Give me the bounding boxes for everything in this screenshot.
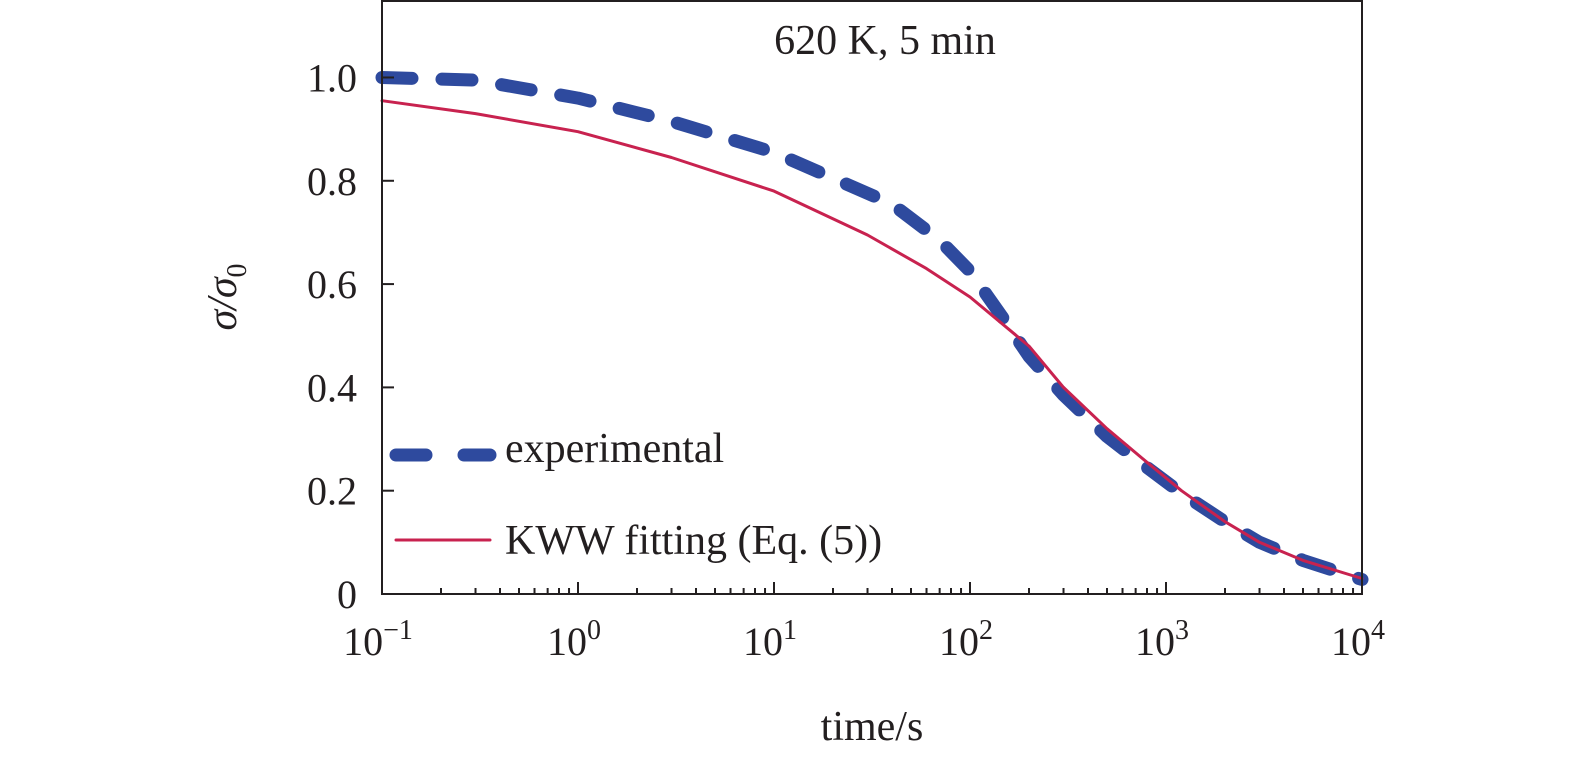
y-tick-label: 0 — [337, 572, 357, 617]
legend: experimental KWW fitting (Eq. (5)) — [389, 426, 882, 564]
x-tick-label: 10−1 — [343, 615, 413, 664]
x-tick-label: 103 — [1135, 615, 1189, 664]
chart-annotation: 620 K, 5 min — [774, 18, 996, 64]
plot-frame — [381, 0, 1363, 595]
x-axis-label: time/s — [821, 704, 924, 750]
y-tick-label: 0.4 — [307, 365, 357, 410]
series-line-experimental — [375, 71, 1369, 586]
legend-label: experimental — [505, 426, 724, 472]
y-tick-label: 0.8 — [307, 159, 357, 204]
series-line-kww-fitting — [380, 99, 1364, 580]
y-tick-label: 0.6 — [307, 262, 357, 307]
series-layer — [375, 71, 1369, 586]
x-tick-label: 101 — [743, 615, 797, 664]
y-tick-label: 0.2 — [307, 469, 357, 514]
ticks-layer: 10−1 100 101 102 103 104 0 0.2 0.4 0.6 0.8 1.0 — [307, 55, 1385, 664]
legend-label: KWW fitting (Eq. (5)) — [505, 518, 882, 564]
y-tick-label: 1.0 — [307, 55, 357, 100]
x-tick-label: 104 — [1331, 615, 1385, 664]
y-axis-label: σ/σ0 — [200, 263, 253, 330]
x-tick-label: 102 — [939, 615, 993, 664]
x-tick-label: 100 — [547, 615, 601, 664]
